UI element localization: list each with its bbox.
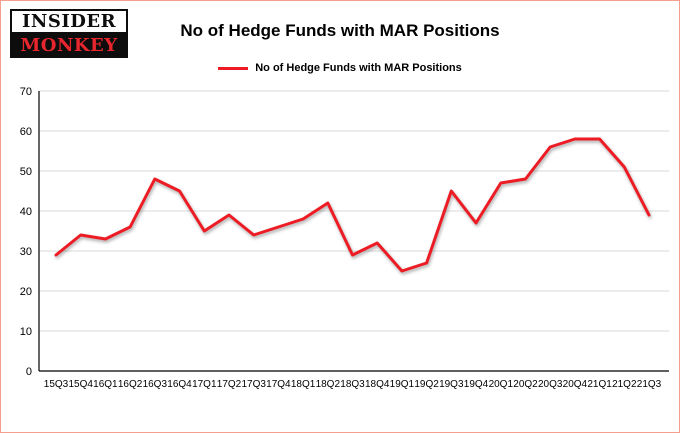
y-axis-tick-label: 20 [20,286,32,298]
x-axis-tick-label: 17Q3 [241,379,266,390]
x-axis-tick-label: 15Q4 [68,379,93,390]
x-axis-tick-label: 19Q4 [464,379,489,390]
x-axis-tick-label: 19Q3 [439,379,464,390]
x-axis-tick-label: 16Q2 [118,379,143,390]
y-axis-tick-label: 40 [20,206,32,218]
y-axis-tick-label: 10 [20,326,32,338]
x-axis-tick-label: 21Q2 [612,379,637,390]
chart-legend: No of Hedge Funds with MAR Positions [1,62,679,74]
y-axis-tick-label: 50 [20,166,32,178]
x-axis-tick-label: 19Q1 [390,379,415,390]
x-axis-tick-label: 20Q2 [513,379,538,390]
x-axis-tick-label: 21Q3 [637,379,662,390]
x-axis-tick-label: 16Q4 [167,379,192,390]
x-axis-tick-label: 19Q2 [414,379,439,390]
y-axis-tick-label: 60 [20,126,32,138]
legend-label: No of Hedge Funds with MAR Positions [255,62,462,74]
y-axis-tick-label: 30 [20,246,32,258]
x-axis-tick-label: 20Q3 [538,379,563,390]
x-axis-tick-label: 21Q1 [587,379,612,390]
chart-title: No of Hedge Funds with MAR Positions [180,21,500,40]
x-axis-tick-label: 20Q4 [563,379,588,390]
x-axis-tick-label: 16Q3 [143,379,168,390]
x-axis-tick-label: 17Q2 [217,379,242,390]
insider-monkey-logo: INSIDER MONKEY [10,9,128,58]
y-axis-tick-label: 0 [26,366,32,378]
x-axis-tick-label: 17Q1 [192,379,217,390]
x-axis-tick-label: 18Q2 [316,379,341,390]
x-axis-tick-label: 17Q4 [266,379,291,390]
x-axis-tick-label: 18Q3 [340,379,365,390]
y-axis-tick-label: 70 [20,86,32,98]
legend-line-swatch [218,66,249,70]
x-axis-tick-label: 18Q4 [365,379,390,390]
hedge-fund-series-line [54,137,651,273]
logo-insider-text: INSIDER [10,9,128,34]
logo-monkey-text: MONKEY [10,34,128,58]
x-axis-tick-label: 18Q1 [291,379,316,390]
x-axis-tick-label: 20Q1 [489,379,514,390]
x-axis-tick-label: 16Q1 [93,379,118,390]
x-axis-tick-label: 15Q3 [44,379,69,390]
